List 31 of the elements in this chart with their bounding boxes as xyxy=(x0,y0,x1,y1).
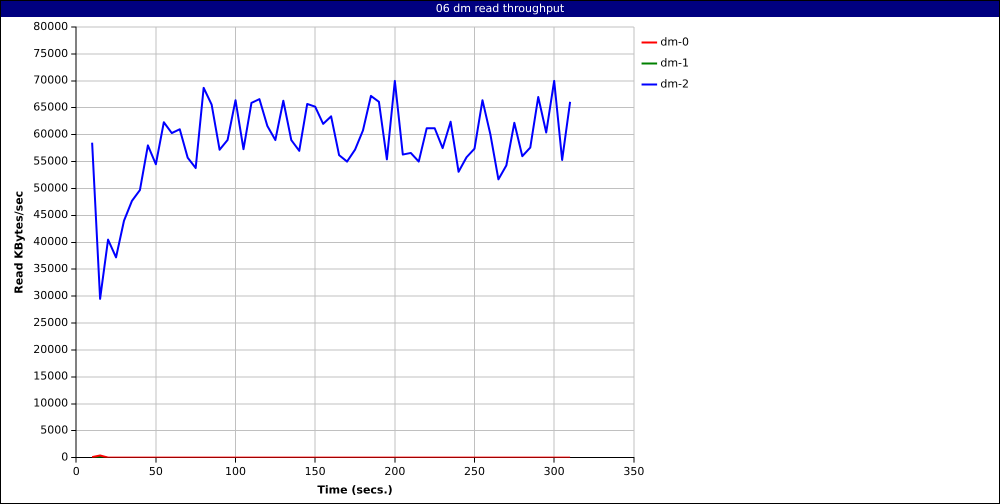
legend-label: dm-2 xyxy=(660,77,690,90)
x-tick-label: 350 xyxy=(623,465,644,478)
y-tick-label: 20000 xyxy=(33,342,68,356)
x-axis-title: Time (secs.) xyxy=(317,483,393,496)
y-tick-label: 55000 xyxy=(33,154,68,168)
y-tick-label: 50000 xyxy=(33,181,68,194)
y-tick-label: 35000 xyxy=(33,262,68,276)
y-tick-label: 45000 xyxy=(33,208,68,222)
y-tick-label: 65000 xyxy=(33,100,68,114)
x-tick-label: 0 xyxy=(72,465,80,478)
y-tick-label: 5000 xyxy=(40,424,68,437)
x-tick-label: 100 xyxy=(225,465,246,478)
y-tick-label: 30000 xyxy=(33,288,68,302)
y-tick-label: 25000 xyxy=(33,316,68,329)
chart-title: 06 dm read throughput xyxy=(1,1,999,17)
x-tick-label: 250 xyxy=(464,465,486,478)
y-tick-label: 0 xyxy=(61,450,68,464)
y-tick-label: 40000 xyxy=(33,235,68,248)
x-tick-label: 200 xyxy=(384,465,406,478)
x-tick-label: 150 xyxy=(304,465,326,478)
x-tick-label: 50 xyxy=(148,465,163,478)
y-tick-label: 70000 xyxy=(33,74,68,87)
legend-label: dm-0 xyxy=(660,35,690,48)
y-tick-label: 75000 xyxy=(33,46,68,60)
y-tick-label: 60000 xyxy=(33,128,68,141)
y-tick-label: 10000 xyxy=(33,396,68,410)
x-tick-label: 300 xyxy=(544,465,565,478)
y-tick-label: 80000 xyxy=(33,20,68,33)
legend-label: dm-1 xyxy=(660,56,690,70)
y-axis-title: Read KBytes/sec xyxy=(12,190,26,294)
y-tick-label: 15000 xyxy=(33,370,68,383)
